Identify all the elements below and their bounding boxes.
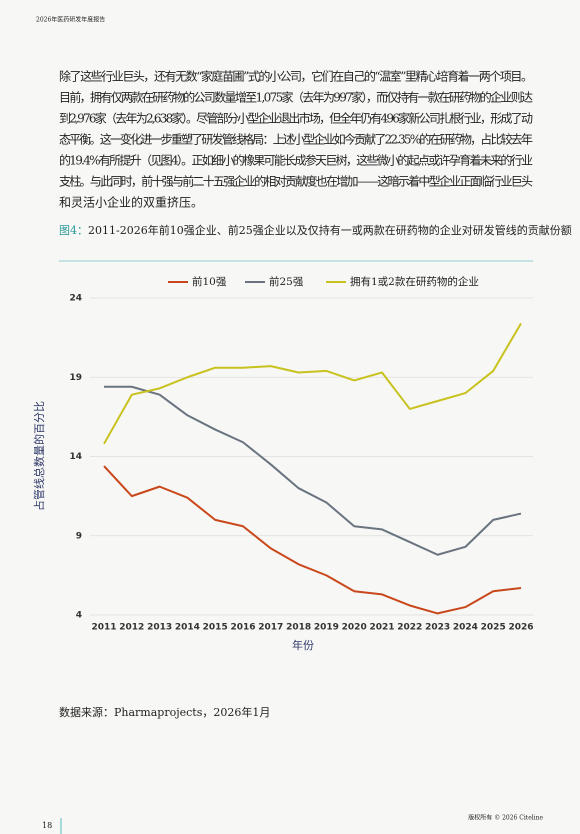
- y-tick-label: 14: [69, 452, 82, 462]
- series-line: [103, 465, 522, 615]
- legend-label: 前25强: [269, 275, 304, 288]
- x-tick-label: 2020: [342, 623, 367, 633]
- y-tick-label: 4: [76, 611, 82, 621]
- x-tick-label: 2024: [453, 623, 478, 633]
- figure-label: 图4：: [59, 224, 88, 237]
- paragraph-line: 目前，拥有仅两款在研药物的公司数量增至1,075家（去年为997家），而仅持有一…: [59, 90, 533, 105]
- y-tick-label: 9: [76, 531, 82, 541]
- y-axis-title: 占管线总数量的百分比: [32, 401, 46, 511]
- page-number: 18: [42, 821, 52, 830]
- x-tick-label: 2017: [258, 623, 283, 633]
- legend-label: 拥有1或2款在研药物的企业: [350, 275, 479, 288]
- paragraph-line: 和灵活小企业的双重挤压。: [59, 195, 203, 210]
- source-note: 数据来源：Pharmaprojects，2026年1月: [59, 705, 270, 719]
- x-axis-title: 年份: [292, 638, 314, 652]
- x-tick-label: 2022: [397, 623, 422, 633]
- paragraph-line: 态平衡。这一变化进一步重塑了研发管线格局：上述小型企业如今贡献了22.35%的在…: [59, 132, 533, 147]
- x-tick-label: 2011: [91, 623, 116, 633]
- figure-caption: 2011-2026年前10强企业、前25强企业以及仅持有一或两款在研药物的企业对…: [88, 223, 572, 237]
- y-tick-label: 24: [69, 294, 82, 304]
- x-tick-label: 2025: [481, 623, 506, 633]
- paragraph-line: 除了这些行业巨头，还有无数“家庭苗圃”式的小公司，它们在自己的“温室”里精心培育…: [59, 69, 533, 84]
- legend-label: 前10强: [192, 275, 227, 288]
- x-tick-label: 2023: [425, 623, 450, 633]
- x-tick-label: 2021: [369, 623, 394, 633]
- header-title: 2026年医药研发年度报告: [36, 16, 105, 24]
- x-tick-label: 2014: [175, 623, 200, 633]
- paragraph-line: 到2,976家（去年为2,638家）。尽管部分小型企业退出市场，但全年仍有496…: [59, 111, 533, 126]
- x-tick-label: 2016: [230, 623, 255, 633]
- x-tick-label: 2026: [508, 623, 533, 633]
- x-tick-label: 2012: [119, 623, 144, 633]
- series-line: [104, 385, 522, 556]
- paragraph-line: 支柱。与此同时，前十强与前二十五强企业的相对贡献度也在增加——这暗示着中型企业正…: [59, 174, 533, 189]
- copyright: 版权所有 © 2026 Citeline: [468, 814, 543, 822]
- series-line: [103, 322, 522, 445]
- paragraph-line: 的19.4%有所提升（见图4）。正如细小的橡果可能长成参天巨树，这些微小的起点或…: [59, 153, 533, 168]
- x-tick-label: 2019: [314, 623, 339, 633]
- x-tick-label: 2013: [147, 623, 172, 633]
- y-tick-label: 19: [69, 373, 82, 383]
- x-tick-label: 2015: [203, 623, 228, 633]
- x-tick-label: 2018: [286, 623, 311, 633]
